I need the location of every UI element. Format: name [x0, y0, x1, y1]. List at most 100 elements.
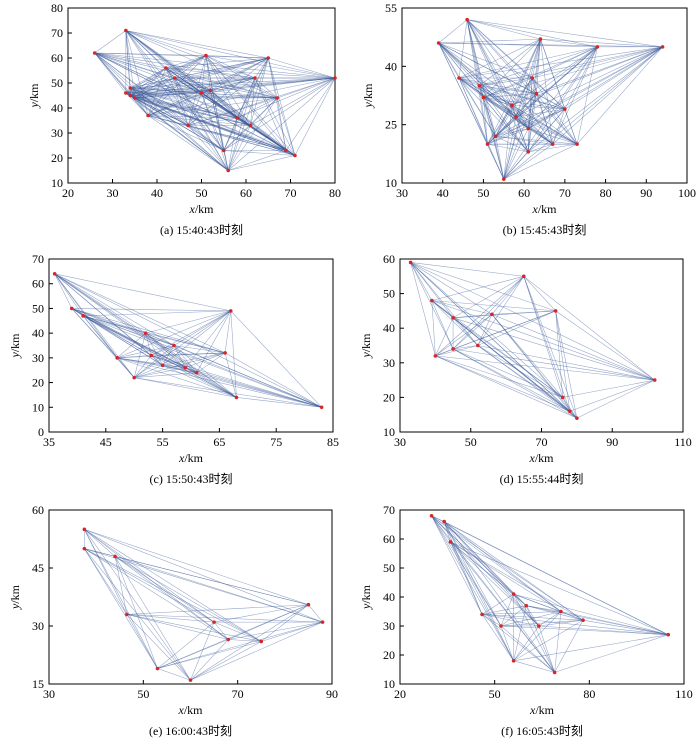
network-edge [503, 39, 541, 180]
network-edge [173, 345, 322, 408]
network-edge [431, 300, 454, 350]
point-group [52, 272, 324, 410]
x-tick-label: 100 [678, 186, 696, 200]
network-edge [453, 345, 478, 350]
network-edge [500, 593, 514, 627]
network-edge [174, 77, 189, 126]
network-edge [130, 87, 229, 171]
network-edge [511, 77, 533, 106]
network-edge [261, 604, 309, 642]
network-edge [190, 604, 309, 681]
x-tick-label: 110 [675, 687, 693, 701]
panel-caption: (d) 15:55:44时刻 [500, 472, 584, 486]
network-edge [438, 42, 663, 48]
network-edge [268, 57, 336, 79]
network-edge [84, 548, 158, 669]
x-tick-label: 20 [62, 186, 74, 200]
network-edge [450, 541, 483, 615]
station-point [235, 116, 239, 120]
network-edge [452, 317, 479, 346]
network-edge [83, 315, 226, 354]
station-point [208, 88, 213, 93]
chart-panel: 30 40 50 60 70 80 90 100 10 25 40 55 x/km y/km (b) 15:… [361, 1, 696, 237]
network-edge [205, 55, 287, 151]
station-point [514, 115, 518, 119]
network-edge [130, 77, 336, 89]
y-tick-label: 40 [383, 321, 395, 335]
network-edge [500, 625, 514, 661]
network-edge [125, 30, 211, 91]
network-edge [134, 67, 167, 99]
network-edge [125, 30, 229, 171]
network-edge [185, 367, 322, 408]
network-edge [84, 548, 128, 615]
network-edge [503, 105, 513, 180]
network-edge [236, 77, 256, 119]
x-tick-label: 80 [329, 186, 341, 200]
station-point [186, 123, 190, 128]
x-axis-label: x/km [189, 202, 215, 216]
station-point [575, 416, 579, 420]
network-edge [564, 109, 578, 145]
network-edge [513, 605, 527, 661]
network-edge [151, 345, 175, 356]
network-edge [205, 55, 256, 79]
network-edge [483, 97, 488, 145]
station-point [563, 107, 567, 111]
edge-group [410, 262, 655, 419]
network-edge [477, 345, 655, 381]
network-edge [205, 55, 278, 99]
network-edge [94, 52, 131, 89]
y-tick-label: 40 [385, 59, 397, 73]
x-axis-label: x/km [532, 202, 558, 216]
network-edge [538, 625, 555, 673]
network-edge [528, 143, 578, 153]
network-edge [162, 365, 322, 408]
network-edge [410, 262, 436, 356]
network-edge [481, 593, 514, 615]
network-edge [562, 397, 571, 412]
network-edge [147, 57, 269, 116]
network-edge [117, 357, 186, 369]
network-edge [213, 621, 229, 640]
x-tick-label: 70 [559, 186, 571, 200]
network-edge [54, 273, 135, 378]
network-edge [582, 619, 669, 635]
network-edge [162, 310, 231, 366]
station-point [477, 83, 482, 88]
network-edge [165, 67, 211, 91]
x-tick-label: 40 [151, 186, 163, 200]
network-edge [145, 333, 152, 356]
network-edge [147, 67, 167, 116]
station-point [266, 56, 271, 60]
chart-panel: 35 45 55 65 75 85 0 10 20 30 40 50 60 70 x/km y/km (c) 1… [8, 252, 339, 486]
network-edge [130, 87, 224, 151]
network-edge [228, 150, 287, 171]
network-edge [481, 614, 502, 627]
network-edge [555, 310, 563, 398]
network-edge [114, 556, 262, 642]
network-edge [450, 541, 540, 627]
network-edge [528, 128, 553, 145]
station-point [660, 45, 665, 49]
network-edge [560, 611, 584, 621]
network-edge [125, 30, 269, 59]
network-edge [483, 46, 663, 98]
network-edge [227, 125, 251, 171]
network-edge [552, 46, 598, 145]
network-edge [500, 611, 561, 627]
network-edge [458, 77, 565, 110]
y-tick-label: 70 [383, 503, 395, 517]
network-edge [458, 77, 513, 106]
network-edge [438, 42, 480, 86]
network-edge [491, 276, 525, 315]
network-edge [431, 515, 562, 612]
station-point [333, 76, 337, 80]
network-edge [452, 348, 570, 412]
network-edge [250, 97, 278, 126]
network-edge [511, 46, 598, 106]
x-tick-label: 80 [583, 687, 595, 701]
y-tick-label: 45 [32, 561, 44, 575]
station-point [212, 620, 216, 624]
y-tick-label: 40 [32, 326, 44, 340]
